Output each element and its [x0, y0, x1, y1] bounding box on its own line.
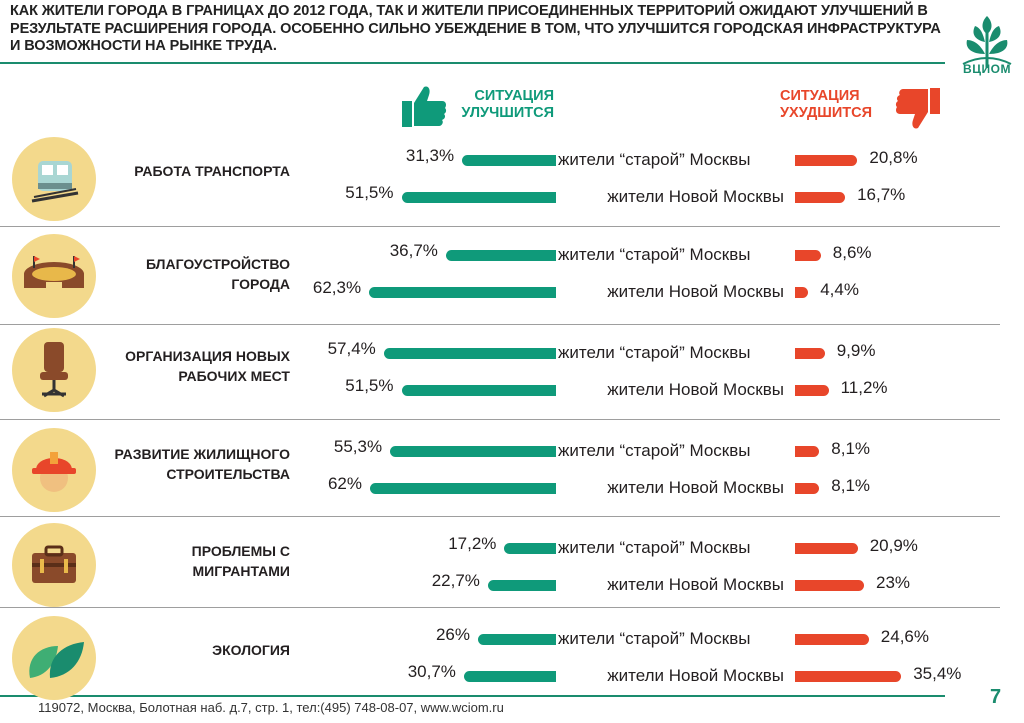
- value-negative: 8,6%: [832, 243, 872, 262]
- bar-positive: [462, 155, 556, 166]
- title-divider: [0, 62, 945, 64]
- value-positive: 62%: [327, 474, 362, 493]
- office-chair-icon: [12, 328, 96, 412]
- respondent-group-label: жители “старой” Москвы: [558, 441, 751, 460]
- value-negative: 24,6%: [880, 627, 929, 646]
- bar-negative: [795, 192, 846, 203]
- bar-negative: [795, 155, 858, 166]
- wciom-logo-icon: [962, 16, 1012, 68]
- logo-text: ВЦИОМ: [963, 62, 1011, 76]
- respondent-group-label: жители Новой Москвы: [607, 478, 784, 497]
- bar-positive: [445, 250, 556, 261]
- respondent-group-label: жители Новой Москвы: [607, 380, 784, 399]
- bar-negative: [795, 446, 820, 457]
- legend-negative: Ситуация ухудшится: [780, 88, 873, 121]
- bar-positive: [504, 543, 556, 554]
- respondent-group-label: жители Новой Москвы: [607, 282, 784, 301]
- value-positive: 51,5%: [345, 183, 394, 202]
- respondent-group-label: жители “старой” Москвы: [558, 538, 751, 557]
- bar-positive: [370, 483, 556, 494]
- respondent-group-label: жители Новой Москвы: [607, 666, 784, 685]
- thumbs-up-icon: [402, 86, 447, 127]
- section-divider: [0, 324, 1000, 325]
- bar-negative: [795, 634, 869, 645]
- thumbs-down-icon: [895, 88, 940, 129]
- category-label: Работа транспорта: [134, 163, 290, 179]
- value-negative: 20,9%: [869, 536, 918, 555]
- respondent-group-label: жители “старой” Москвы: [558, 245, 751, 264]
- value-negative: 23%: [876, 573, 911, 592]
- bar-positive: [369, 287, 556, 298]
- page-number: 7: [990, 686, 1002, 708]
- respondent-group-label: жители Новой Москвы: [607, 575, 784, 594]
- builder-helmet-icon: [12, 428, 96, 512]
- value-negative: 8,1%: [831, 476, 871, 495]
- suitcase-icon: [12, 523, 96, 607]
- bar-negative: [795, 348, 825, 359]
- bar-positive: [487, 580, 556, 591]
- value-negative: 8,1%: [831, 439, 871, 458]
- value-positive: 31,3%: [405, 146, 455, 165]
- bar-positive: [401, 192, 556, 203]
- section-divider: [0, 226, 1000, 227]
- value-positive: 36,7%: [389, 241, 438, 260]
- bar-positive: [390, 446, 556, 457]
- value-positive: 51,5%: [345, 376, 394, 395]
- respondent-group-label: жители Новой Москвы: [607, 187, 784, 206]
- value-negative: 11,2%: [840, 378, 888, 397]
- bar-negative: [795, 543, 858, 554]
- value-positive: 30,7%: [407, 662, 456, 681]
- section-divider: [0, 419, 1000, 420]
- bar-positive: [463, 671, 556, 682]
- category-label: Организация новых рабочих мест: [125, 348, 290, 384]
- bar-positive: [383, 348, 556, 359]
- bar-positive: [401, 385, 556, 396]
- legend-positive: Ситуация улучшится: [461, 88, 554, 121]
- category-label: Экология: [212, 642, 290, 658]
- bar-negative: [795, 287, 809, 298]
- value-negative: 20,8%: [869, 148, 918, 167]
- value-negative: 9,9%: [836, 341, 876, 360]
- value-positive: 57,4%: [327, 339, 376, 358]
- bar-negative: [795, 483, 820, 494]
- section-divider: [0, 516, 1000, 517]
- bar-negative: [795, 385, 829, 396]
- leaves-icon: [12, 616, 96, 700]
- respondent-group-label: жители “старой” Москвы: [558, 629, 751, 648]
- value-positive: 22,7%: [431, 571, 480, 590]
- category-label: Развитие жилищного строительства: [114, 446, 290, 482]
- stadium-icon: [12, 234, 96, 318]
- value-negative: 16,7%: [857, 185, 906, 204]
- footer-divider: [0, 695, 945, 697]
- page-title: Как жители города в границах до 2012 год…: [10, 3, 941, 54]
- bar-negative: [795, 250, 821, 261]
- value-negative: 35,4%: [913, 664, 962, 683]
- section-divider: [0, 607, 1000, 608]
- value-positive: 62,3%: [312, 278, 362, 297]
- bar-negative: [795, 580, 864, 591]
- value-positive: 26%: [435, 625, 470, 644]
- respondent-group-label: жители “старой” Москвы: [558, 343, 751, 362]
- value-positive: 17,2%: [448, 534, 497, 553]
- train-icon: [12, 137, 96, 221]
- bar-negative: [795, 671, 902, 682]
- bar-positive: [478, 634, 556, 645]
- value-positive: 55,3%: [333, 437, 383, 456]
- category-label: Проблемы с мигрантами: [191, 543, 290, 579]
- category-label: Благоустройство города: [145, 256, 290, 292]
- respondent-group-label: жители “старой” Москвы: [558, 150, 751, 169]
- footer-address: 119072, Москва, Болотная наб. д.7, стр. …: [38, 700, 504, 715]
- value-negative: 4,4%: [820, 280, 859, 299]
